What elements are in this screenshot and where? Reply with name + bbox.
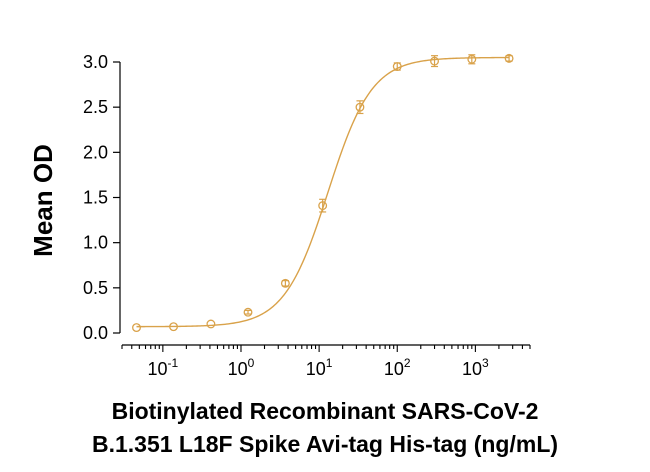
x-tick-label: 10-1	[148, 356, 179, 379]
x-tick-label: 101	[306, 356, 333, 379]
x-tick-exponent: -1	[168, 356, 179, 370]
y-tick-label: 3.0	[83, 52, 108, 72]
y-tick-label: 0.5	[83, 278, 108, 298]
x-tick-label: 102	[384, 356, 411, 379]
x-axis-title-line-1: Biotinylated Recombinant SARS-CoV-2	[112, 398, 539, 424]
x-tick-exponent: 2	[404, 356, 411, 370]
x-tick-base: 10	[148, 359, 168, 379]
data-point	[355, 102, 365, 112]
y-tick-label: 0.0	[83, 323, 108, 343]
data-point	[467, 54, 477, 64]
data-points-layer	[132, 53, 514, 333]
x-tick-base: 10	[228, 359, 248, 379]
y-tick-label: 2.0	[83, 142, 108, 162]
axes-group: 0.00.51.01.52.02.53.010-1 100 101 102 103	[83, 52, 531, 379]
x-tick-exponent: 3	[482, 356, 489, 370]
x-tick-exponent: 0	[248, 356, 255, 370]
x-axis-title-line-2: B.1.351 L18F Spike Avi-tag His-tag (ng/m…	[92, 431, 558, 457]
x-tick-exponent: 1	[326, 356, 333, 370]
y-tick-label: 1.5	[83, 188, 108, 208]
fit-curve	[136, 56, 510, 328]
data-point	[392, 62, 402, 71]
data-point	[169, 322, 178, 332]
y-axis-title: Mean OD	[28, 144, 58, 257]
y-tick-label: 2.5	[83, 97, 108, 117]
y-tick-label: 1.0	[83, 233, 108, 253]
data-point	[243, 307, 253, 317]
x-tick-label: 100	[228, 356, 255, 379]
data-point	[280, 278, 290, 288]
data-point	[504, 53, 514, 63]
x-tick-base: 10	[384, 359, 404, 379]
data-point	[430, 56, 439, 66]
data-point	[132, 323, 141, 333]
x-tick-base: 10	[306, 359, 326, 379]
fit-curve-layer	[136, 56, 510, 328]
x-tick-label: 103	[462, 356, 489, 379]
data-point	[206, 319, 216, 329]
data-point	[318, 201, 328, 211]
x-tick-base: 10	[462, 359, 482, 379]
